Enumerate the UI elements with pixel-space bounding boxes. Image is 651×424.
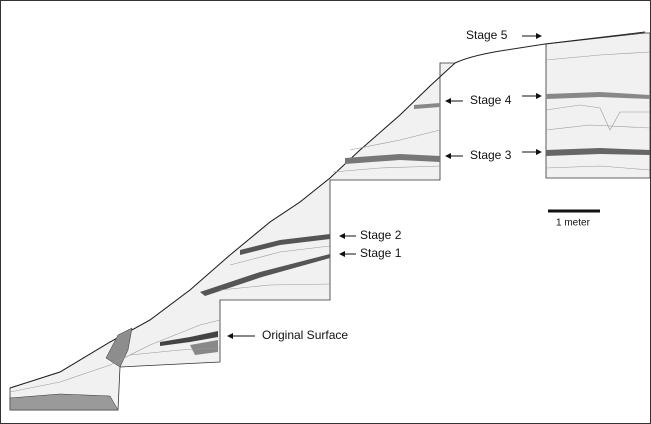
scale-label: 1 meter: [556, 218, 591, 229]
right-section: [546, 33, 650, 178]
stage-label: Stage 2: [360, 228, 402, 242]
stage-label: Stage 3: [470, 148, 512, 162]
original-surface-label: Original Surface: [262, 328, 348, 342]
stage-label: Stage 4: [470, 93, 512, 107]
stage-label: Stage 5: [466, 28, 508, 42]
stage-label: Stage 1: [360, 246, 402, 260]
stratigraphy-diagram: Stage 5 Stage 4 Stage 3 Stage 2 Stage 1 …: [0, 0, 651, 424]
